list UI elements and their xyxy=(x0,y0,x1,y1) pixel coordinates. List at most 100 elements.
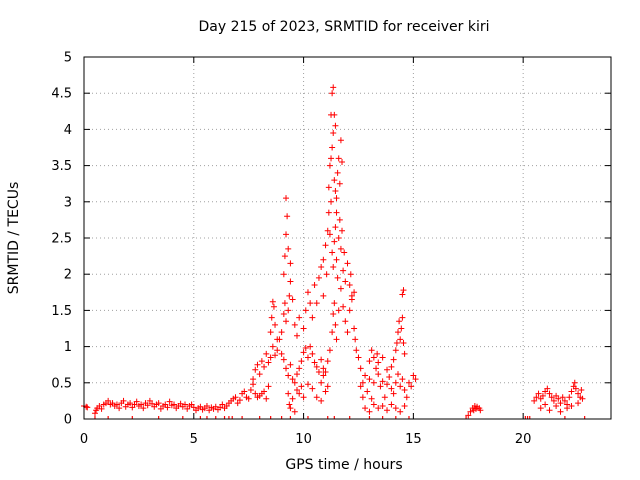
data-point xyxy=(578,387,585,394)
data-point xyxy=(384,366,391,373)
y-tick-label: 1 xyxy=(64,340,72,355)
data-point xyxy=(362,405,369,412)
data-point xyxy=(258,358,265,365)
y-tick-label: 1.5 xyxy=(51,304,72,319)
data-point xyxy=(267,354,274,361)
data-point xyxy=(318,379,325,386)
data-point xyxy=(342,318,349,325)
data-point xyxy=(280,356,287,363)
data-point xyxy=(313,363,320,370)
data-point xyxy=(274,336,281,343)
data-point xyxy=(379,378,386,385)
data-point xyxy=(410,372,417,379)
data-point xyxy=(364,388,371,395)
data-point xyxy=(285,307,292,314)
data-point xyxy=(332,224,339,231)
data-point xyxy=(254,361,261,368)
y-tick-label: 2 xyxy=(64,268,72,283)
data-point xyxy=(272,321,279,328)
data-point xyxy=(320,292,327,299)
data-point xyxy=(332,187,339,194)
data-point xyxy=(281,300,288,307)
data-point xyxy=(340,303,347,310)
data-point xyxy=(566,394,573,401)
data-point xyxy=(320,256,327,263)
data-point xyxy=(557,408,564,415)
data-point xyxy=(203,402,210,409)
data-point xyxy=(555,395,562,402)
data-point xyxy=(309,385,316,392)
data-point xyxy=(284,213,291,220)
data-point xyxy=(326,347,333,354)
data-point xyxy=(265,359,272,366)
data-point xyxy=(164,404,171,411)
x-tick-label: 15 xyxy=(405,432,422,447)
data-point xyxy=(333,336,340,343)
data-point xyxy=(357,365,364,372)
data-point xyxy=(261,363,268,370)
data-point xyxy=(329,329,336,336)
data-point xyxy=(289,376,296,383)
data-point xyxy=(313,394,320,401)
data-point xyxy=(166,398,173,405)
data-point xyxy=(542,401,549,408)
data-point xyxy=(401,402,408,409)
data-point xyxy=(304,381,311,388)
data-point xyxy=(374,350,381,357)
y-tick-label: 0.5 xyxy=(51,376,72,391)
data-point xyxy=(333,195,340,202)
data-point xyxy=(408,383,415,390)
data-point xyxy=(535,390,542,397)
y-tick-label: 3.5 xyxy=(51,159,72,174)
data-point xyxy=(357,383,364,390)
data-point xyxy=(144,402,151,409)
data-point xyxy=(328,198,335,205)
data-point xyxy=(336,180,343,187)
data-point xyxy=(293,387,300,394)
y-tick-label: 0 xyxy=(64,413,72,428)
data-point xyxy=(539,392,546,399)
data-point xyxy=(467,408,474,415)
data-point xyxy=(324,383,331,390)
data-point xyxy=(281,253,288,260)
data-point xyxy=(331,177,338,184)
data-point xyxy=(232,394,239,401)
data-point xyxy=(182,401,189,408)
data-point xyxy=(318,356,325,363)
data-point xyxy=(241,388,248,395)
data-point xyxy=(373,365,380,372)
data-point xyxy=(401,387,408,394)
data-point xyxy=(370,379,377,386)
data-point xyxy=(399,314,406,321)
data-point xyxy=(98,405,105,412)
data-point xyxy=(388,385,395,392)
data-point xyxy=(477,407,484,414)
data-point xyxy=(359,394,366,401)
data-point xyxy=(330,263,337,270)
data-point xyxy=(330,130,337,137)
data-point xyxy=(331,300,338,307)
data-point xyxy=(342,278,349,285)
data-point xyxy=(546,390,553,397)
data-point xyxy=(252,366,259,373)
data-point xyxy=(533,394,540,401)
data-point xyxy=(398,325,405,332)
data-point xyxy=(84,404,91,411)
x-axis-label: GPS time / hours xyxy=(285,457,402,473)
y-axis-ticks: 0 0.5 1 1.5 2 2.5 3 3.5 4 4.5 5 xyxy=(51,51,611,428)
data-point xyxy=(379,402,386,409)
data-point xyxy=(286,401,293,408)
data-point xyxy=(322,388,329,395)
data-point xyxy=(286,292,293,299)
data-point xyxy=(307,343,314,350)
data-point xyxy=(335,307,342,314)
data-point xyxy=(280,271,287,278)
data-point xyxy=(575,400,582,407)
data-point xyxy=(265,383,272,390)
data-point xyxy=(579,395,586,402)
data-point xyxy=(399,291,406,298)
data-point xyxy=(375,359,382,366)
x-tick-label: 20 xyxy=(515,432,532,447)
data-point xyxy=(333,209,340,216)
data-point xyxy=(381,394,388,401)
